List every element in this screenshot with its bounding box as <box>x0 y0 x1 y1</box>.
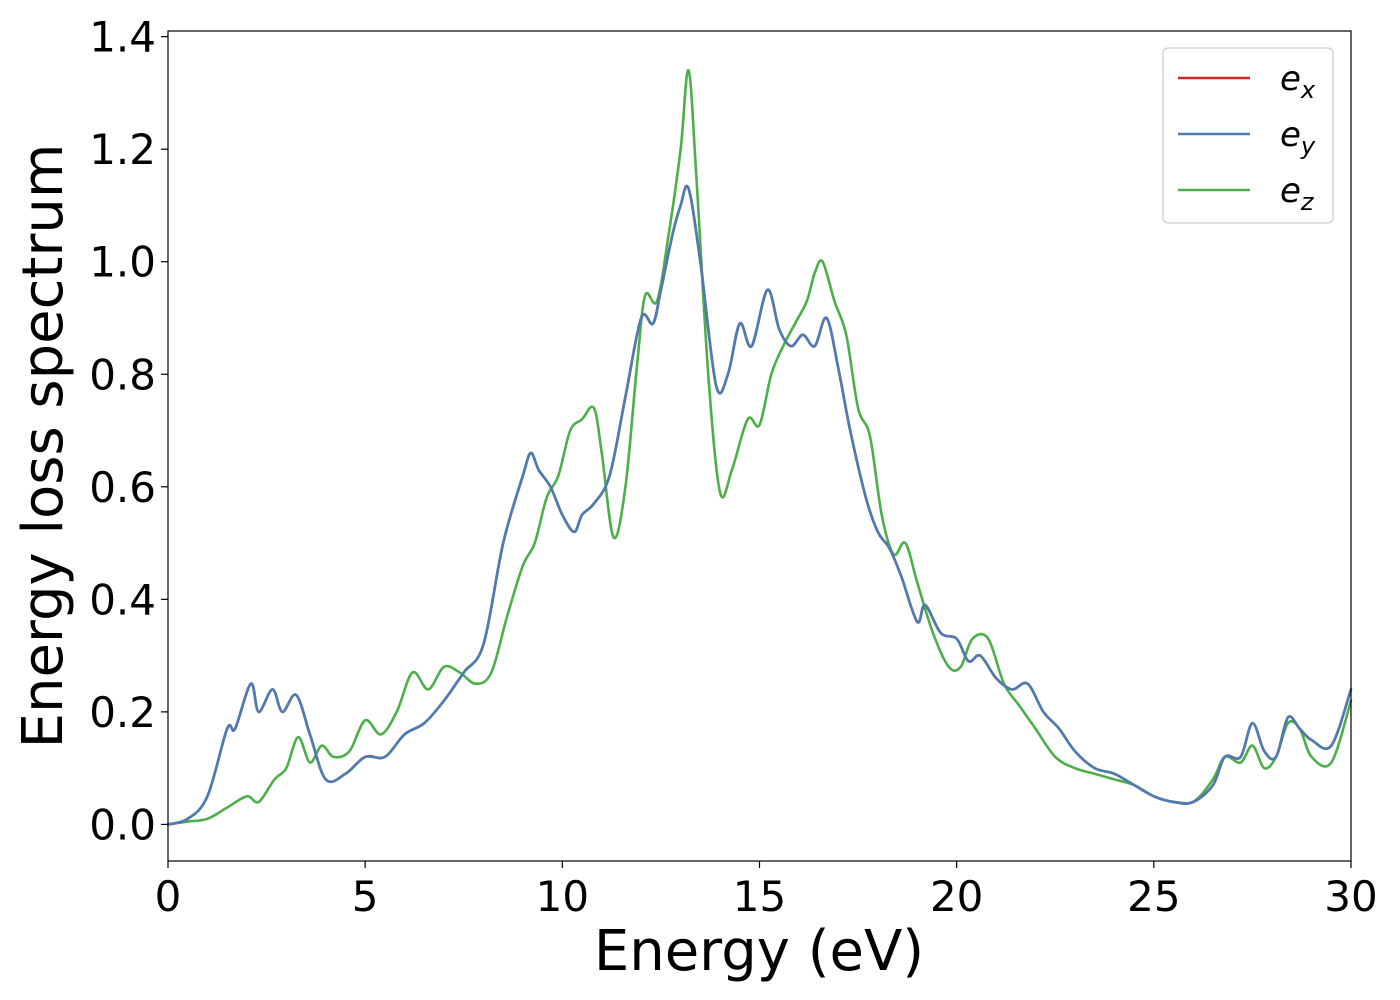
y-tick-label: 0.0 <box>89 800 156 849</box>
y-tick-label: 0.2 <box>89 688 156 737</box>
y-axis-label: Energy loss spectrum <box>11 144 76 749</box>
legend-label: ex <box>1280 59 1316 104</box>
x-tick-label: 25 <box>1127 872 1180 921</box>
y-tick-label: 1.2 <box>89 125 156 174</box>
x-axis: 0 5 10 15 20 25 30 <box>155 861 1378 921</box>
y-tick-label: 1.4 <box>89 13 156 62</box>
legend-entries: ex ey ez <box>1178 59 1316 216</box>
legend-frame <box>1162 47 1334 224</box>
x-tick-label: 0 <box>155 872 182 921</box>
y-tick-label: 0.6 <box>89 463 156 512</box>
x-tick-label: 15 <box>733 872 786 921</box>
legend-label: ey <box>1280 115 1316 160</box>
x-axis-label: Energy (eV) <box>594 919 924 984</box>
legend-label: ez <box>1280 171 1315 216</box>
y-axis: 0.0 0.2 0.4 0.6 0.8 1.0 1.2 1.4 <box>89 13 168 849</box>
series-line-z <box>166 69 1353 826</box>
series-line-y <box>166 184 1353 826</box>
x-tick-label: 10 <box>536 872 589 921</box>
x-tick-label: 30 <box>1324 872 1377 921</box>
legend-entry-x: ex <box>1178 59 1316 104</box>
y-tick-label: 0.8 <box>89 350 156 399</box>
x-tick-label: 5 <box>352 872 379 921</box>
y-tick-label: 1.0 <box>89 238 156 287</box>
legend-entry-z: ez <box>1178 171 1315 216</box>
legend-entry-y: ey <box>1178 115 1316 160</box>
plot-area <box>168 31 1351 861</box>
legend: ex ey ez <box>1162 47 1334 224</box>
x-tick-label: 20 <box>930 872 983 921</box>
y-tick-label: 0.4 <box>89 575 156 624</box>
series-layer <box>166 69 1353 826</box>
